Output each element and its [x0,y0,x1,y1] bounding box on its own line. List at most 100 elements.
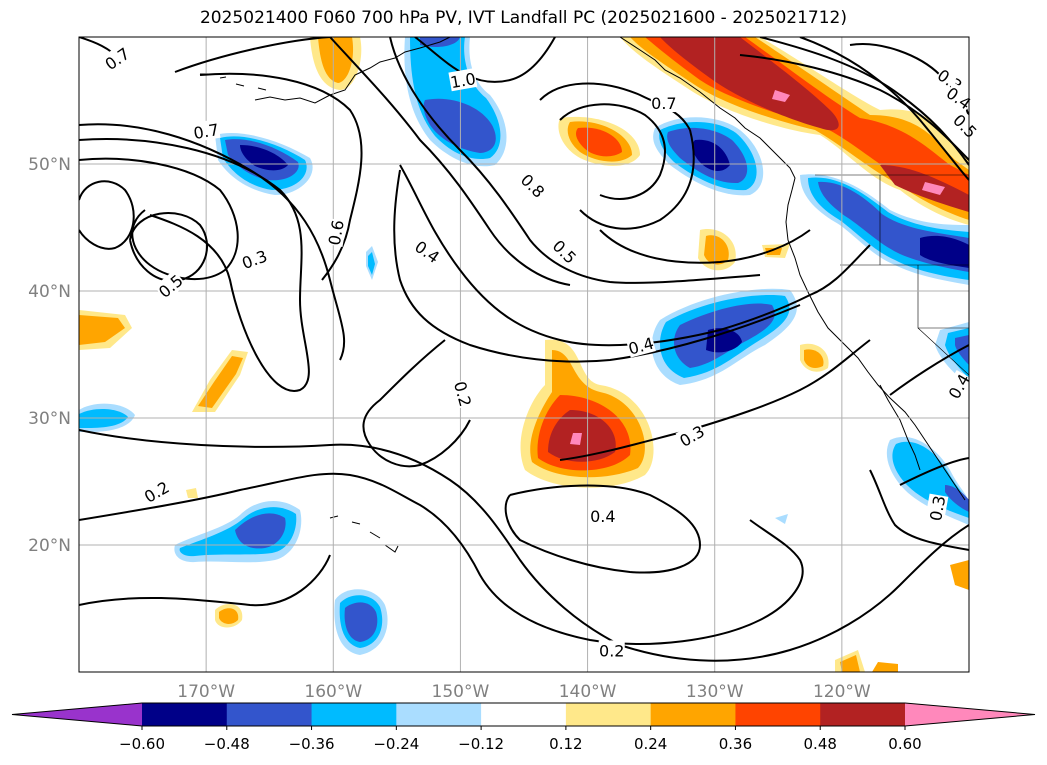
lat-tick-label: 50°N [28,155,71,175]
colorbar-swatch [481,703,567,726]
contour-label-text: 0.8 [517,170,548,201]
colorbar-tick-label: −0.24 [373,735,419,753]
contour-label-bg [517,169,550,202]
lat-tick-label: 20°N [28,536,71,556]
baja-coastline [879,384,921,471]
contour-label-bg [154,269,187,302]
contour-label-bg [549,235,581,268]
negative-anomaly-coastal [800,174,969,525]
contour-0.3-south [79,472,804,645]
positive-anomaly-small-cells [79,37,969,672]
graticule [79,37,969,672]
state-borders [815,174,969,376]
negative-anomaly-central-pacific [651,288,797,385]
contour-label-bg [450,378,476,409]
contour-label-bg [140,476,173,506]
contour-label-text: 0.7 [192,120,220,143]
contour-label-bg [943,82,976,113]
contour-0.3-se [869,469,969,551]
colorbar-tick-label: −0.60 [119,735,165,753]
contour-0.4-south [504,484,702,574]
contour-1.0 [174,37,556,83]
contour-label-text: 0.4 [626,334,656,359]
colorbar: −0.60 −0.48 −0.36 −0.24 −0.12 0.12 0.24 0.36 0.4… [11,702,1036,753]
map-frame [78,36,970,673]
lat-tick-label: 40°N [28,282,71,302]
colorbar-swatch [142,703,228,726]
colorbar-tick-label: 0.12 [549,735,582,753]
map-title: 2025021400 F060 700 hPa PV, IVT Landfall… [199,8,847,28]
contour-0.3-east-a [559,339,871,461]
contour-0.8-jet-core [329,37,571,286]
contour-label-bg [323,218,347,247]
negative-anomaly-north-west [404,37,507,167]
contour-label-bg [238,245,270,273]
positive-anomaly-north-center [558,116,640,166]
colorbar-extend-min [12,703,142,726]
contour-label-bg [925,493,949,523]
contour-label-bg [598,640,625,660]
contour-label: 0.5 [949,109,982,142]
contour-label-text: 0.5 [549,236,580,267]
lon-tick-label: 140°W [559,682,617,702]
contour-label: 0.5 [154,269,187,302]
contour-0.4-central [399,164,871,347]
contour-label: 0.4 [625,332,656,359]
contour-label: 0.7 [650,93,677,113]
negative-anomaly-small-cells [79,246,788,655]
colorbar-swatch [650,703,736,726]
aleutian-islands [200,73,267,91]
contour-label-text: 0.6 [325,218,348,246]
bc-coastline [619,37,796,191]
us-west-coastline [785,189,966,501]
lon-tick-label: 120°W [813,682,871,702]
contour-0.5-central [389,37,761,284]
contour-label-text: 0.5 [949,111,980,142]
contour-label: 0.3 [238,245,270,273]
colorbar-tick-label: −0.36 [289,735,335,753]
contour-label-bg [100,42,133,74]
colorbar-swatch [565,703,652,726]
contour-label: 0.7 [191,118,221,143]
contour-label-text: 0.5 [155,271,187,302]
contour-label-bg [675,420,708,451]
contour-label: 0.3 [925,493,949,523]
contour-label-text: 1.0 [449,69,477,92]
colorbar-tick-label: −0.12 [458,735,504,753]
contour-label-text: 0.2 [141,478,173,507]
contour-label-bg [448,68,478,92]
negative-anomaly-north-center [653,117,764,196]
hawaii-islands [329,515,399,553]
lon-tick-label: 150°W [432,682,490,702]
contour-0.2-se [899,457,969,486]
contour-0.2-south [79,554,331,607]
contour-label-text: 0.4 [411,237,443,267]
contour-0.7-north [539,82,695,230]
contour-west-low [129,212,209,282]
colorbar-extend-max [905,703,1035,726]
colorbar-swatch [396,703,482,726]
lon-tick-label: 130°W [686,682,744,702]
contour-0.3-central [362,339,471,468]
contour-label-bg [191,118,221,143]
colorbar-swatch [311,703,397,726]
contour-label: 0.8 [517,169,550,202]
contour-label: 0.6 [323,218,348,247]
colorbar-swatch [735,703,821,726]
contour-label-text: 0.2 [599,641,624,660]
contour-central-lobe [599,229,811,264]
contour-label-bg [625,332,656,358]
contour-0.5-east [799,37,969,181]
lon-tick-label: 170°W [177,682,235,702]
colorbar-tick-label: −0.48 [204,735,250,753]
contour-label: 0.4 [411,235,444,267]
contour-label: 0.2 [598,640,625,660]
contour-west-low-inner [79,180,135,250]
colorbar-swatch [820,703,906,726]
contour-label-text: 0.2 [450,379,475,409]
contour-label: 0.5 [549,235,581,268]
lon-tick-label: 160°W [304,682,362,702]
contour-0.7-north-inner [559,103,666,200]
contour-label-bg [650,93,677,113]
